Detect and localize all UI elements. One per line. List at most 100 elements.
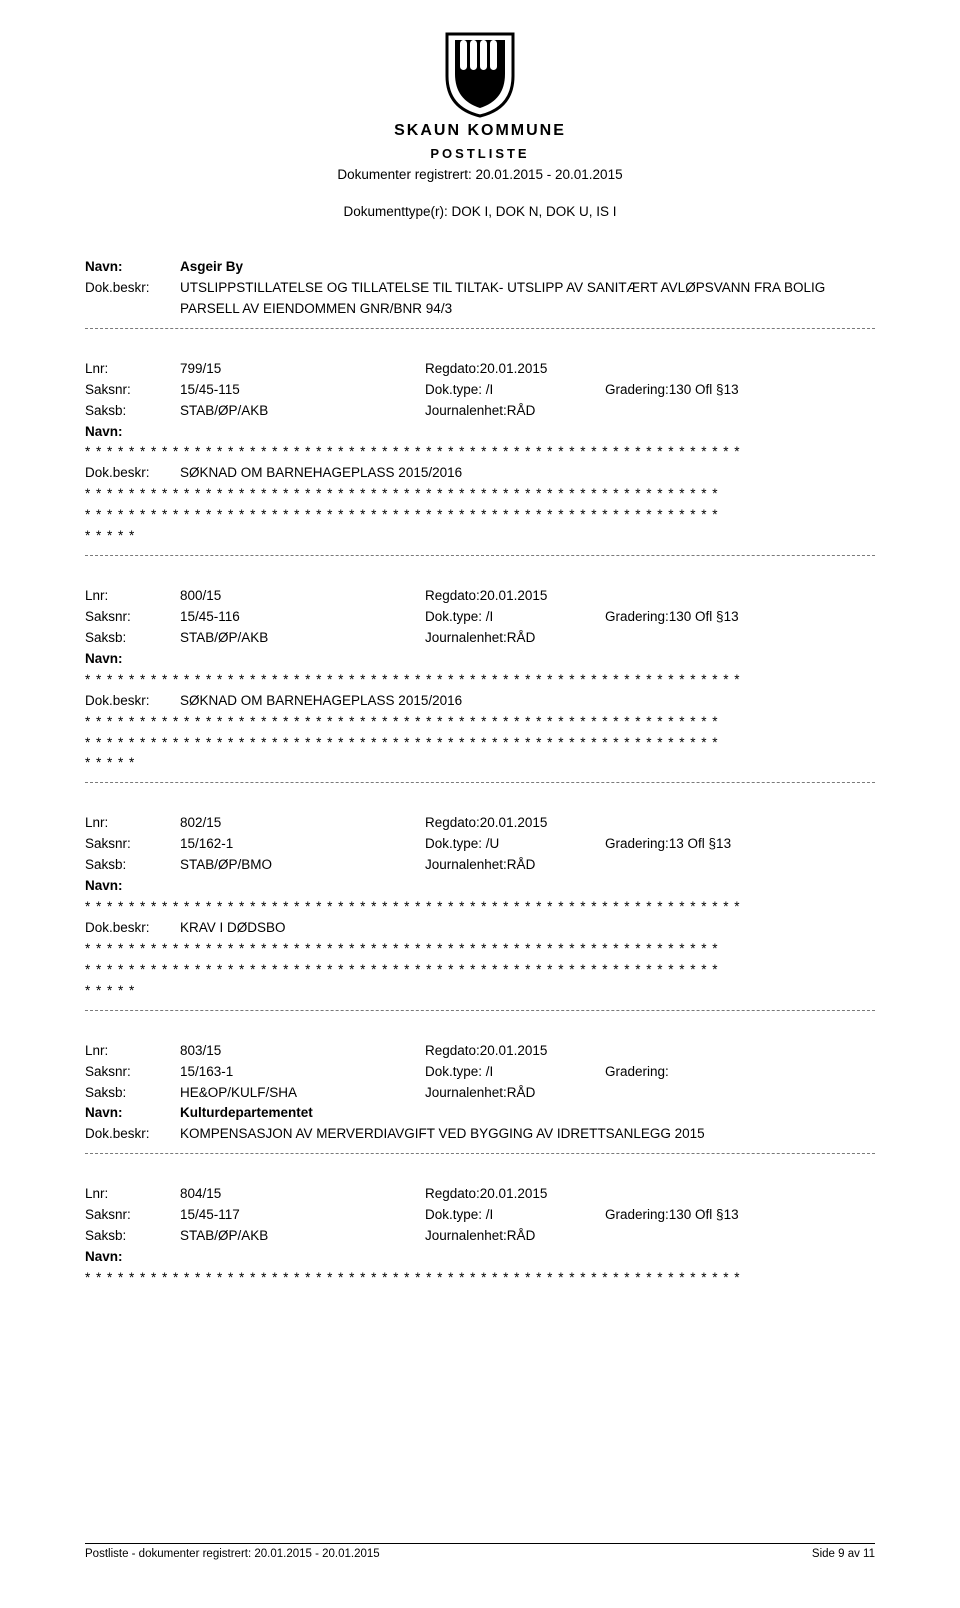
entry-divider [85, 1153, 875, 1154]
doc-types-line: Dokumenttype(r): DOK I, DOK N, DOK U, IS… [85, 204, 875, 219]
footer-right: Side 9 av 11 [812, 1548, 875, 1560]
gradering-value: Gradering:130 Ofl §13 [605, 607, 739, 628]
doktype-value: Dok.type: /U [425, 834, 605, 855]
mask-line: * * * * * [85, 981, 875, 1002]
lnr-label: Lnr: [85, 813, 180, 834]
docs-registered-line: Dokumenter registrert: 20.01.2015 - 20.0… [85, 167, 875, 182]
saksb-value: HE&OP/KULF/SHA [180, 1083, 425, 1104]
kommune-logo: SKAUN KOMMUNE POSTLISTE [394, 30, 566, 161]
dokbeskr-label: Dok.beskr: [85, 1124, 180, 1145]
doktype-value: Dok.type: /I [425, 380, 605, 401]
journ-value: Journalenhet:RÅD [425, 628, 535, 649]
mask-line: * * * * * * * * * * * * * * * * * * * * … [85, 897, 875, 918]
saksnr-label: Saksnr: [85, 1062, 180, 1083]
dokbeskr-value: KOMPENSASJON AV MERVERDIAVGIFT VED BYGGI… [180, 1124, 705, 1145]
dokbeskr-value: KRAV I DØDSBO [180, 918, 286, 939]
regdato-value: Regdato:20.01.2015 [425, 813, 547, 834]
doktype-value: Dok.type: /I [425, 607, 605, 628]
lnr-value: 799/15 [180, 359, 425, 380]
saksb-value: STAB/ØP/AKB [180, 401, 425, 422]
mask-line: * * * * * * * * * * * * * * * * * * * * … [85, 670, 875, 691]
navn-label: Navn: [85, 876, 180, 897]
saksb-label: Saksb: [85, 1083, 180, 1104]
gradering-value: Gradering:13 Ofl §13 [605, 834, 731, 855]
entry-divider [85, 555, 875, 556]
mask-line: * * * * * * * * * * * * * * * * * * * * … [85, 939, 875, 960]
regdato-value: Regdato:20.01.2015 [425, 1041, 547, 1062]
navn-value: Asgeir By [180, 257, 243, 278]
doktype-value: Dok.type: /I [425, 1062, 605, 1083]
dokbeskr-label: Dok.beskr: [85, 691, 180, 712]
saksnr-value: 15/162-1 [180, 834, 425, 855]
saksb-value: STAB/ØP/BMO [180, 855, 425, 876]
regdato-value: Regdato:20.01.2015 [425, 1184, 547, 1205]
mask-line: * * * * * * * * * * * * * * * * * * * * … [85, 712, 875, 733]
page-footer: Postliste - dokumenter registrert: 20.01… [85, 1543, 875, 1560]
regdato-value: Regdato:20.01.2015 [425, 586, 547, 607]
entry-divider [85, 328, 875, 329]
saksnr-label: Saksnr: [85, 834, 180, 855]
lnr-label: Lnr: [85, 1184, 180, 1205]
entry: Lnr:804/15Regdato:20.01.2015 Saksnr:15/45… [85, 1184, 875, 1289]
mask-line: * * * * * * * * * * * * * * * * * * * * … [85, 505, 875, 526]
dokbeskr-label: Dok.beskr: [85, 918, 180, 939]
saksb-label: Saksb: [85, 401, 180, 422]
journ-value: Journalenhet:RÅD [425, 855, 535, 876]
lnr-label: Lnr: [85, 359, 180, 380]
saksnr-label: Saksnr: [85, 607, 180, 628]
doktype-value: Dok.type: /I [425, 1205, 605, 1226]
mask-line: * * * * * * * * * * * * * * * * * * * * … [85, 442, 875, 463]
navn-label: Navn: [85, 1103, 180, 1124]
journ-value: Journalenhet:RÅD [425, 1226, 535, 1247]
postliste-title: POSTLISTE [394, 146, 566, 161]
lnr-label: Lnr: [85, 586, 180, 607]
entry-divider [85, 1010, 875, 1011]
mask-line: * * * * * [85, 753, 875, 774]
dokbeskr-value: SØKNAD OM BARNEHAGEPLASS 2015/2016 [180, 691, 462, 712]
lnr-value: 800/15 [180, 586, 425, 607]
entry-top: Navn: Asgeir By Dok.beskr: UTSLIPPSTILLA… [85, 257, 875, 320]
dokbeskr-value: UTSLIPPSTILLATELSE OG TILLATELSE TIL TIL… [180, 278, 875, 320]
entry: Lnr:800/15Regdato:20.01.2015 Saksnr:15/45… [85, 586, 875, 774]
navn-label: Navn: [85, 257, 180, 278]
lnr-value: 804/15 [180, 1184, 425, 1205]
gradering-value: Gradering: [605, 1062, 669, 1083]
entry: Lnr:803/15Regdato:20.01.2015 Saksnr:15/16… [85, 1041, 875, 1146]
kommune-name: SKAUN KOMMUNE [394, 122, 566, 140]
regdato-value: Regdato:20.01.2015 [425, 359, 547, 380]
lnr-value: 803/15 [180, 1041, 425, 1062]
dokbeskr-label: Dok.beskr: [85, 463, 180, 484]
journ-value: Journalenhet:RÅD [425, 401, 535, 422]
navn-label: Navn: [85, 1247, 180, 1268]
saksnr-value: 15/163-1 [180, 1062, 425, 1083]
saksnr-value: 15/45-117 [180, 1205, 425, 1226]
navn-label: Navn: [85, 649, 180, 670]
saksb-label: Saksb: [85, 1226, 180, 1247]
lnr-label: Lnr: [85, 1041, 180, 1062]
saksnr-value: 15/45-115 [180, 380, 425, 401]
document-header: SKAUN KOMMUNE POSTLISTE Dokumenter regis… [85, 30, 875, 219]
saksnr-value: 15/45-116 [180, 607, 425, 628]
footer-left: Postliste - dokumenter registrert: 20.01… [85, 1548, 380, 1560]
mask-line: * * * * * * * * * * * * * * * * * * * * … [85, 1268, 875, 1289]
mask-line: * * * * * [85, 526, 875, 547]
entry-divider [85, 782, 875, 783]
saksnr-label: Saksnr: [85, 380, 180, 401]
mask-line: * * * * * * * * * * * * * * * * * * * * … [85, 733, 875, 754]
saksb-label: Saksb: [85, 628, 180, 649]
entries-container: Lnr:799/15Regdato:20.01.2015Saksnr:15/45… [85, 359, 875, 1289]
dokbeskr-value: SØKNAD OM BARNEHAGEPLASS 2015/2016 [180, 463, 462, 484]
entry: Lnr:802/15Regdato:20.01.2015 Saksnr:15/16… [85, 813, 875, 1001]
journ-value: Journalenhet:RÅD [425, 1083, 535, 1104]
saksb-value: STAB/ØP/AKB [180, 628, 425, 649]
saksb-value: STAB/ØP/AKB [180, 1226, 425, 1247]
navn-value: Kulturdepartementet [180, 1103, 313, 1124]
mask-line: * * * * * * * * * * * * * * * * * * * * … [85, 484, 875, 505]
gradering-value: Gradering:130 Ofl §13 [605, 1205, 739, 1226]
navn-label: Navn: [85, 422, 180, 443]
saksb-label: Saksb: [85, 855, 180, 876]
lnr-value: 802/15 [180, 813, 425, 834]
saksnr-label: Saksnr: [85, 1205, 180, 1226]
shield-icon [441, 30, 519, 118]
gradering-value: Gradering:130 Ofl §13 [605, 380, 739, 401]
